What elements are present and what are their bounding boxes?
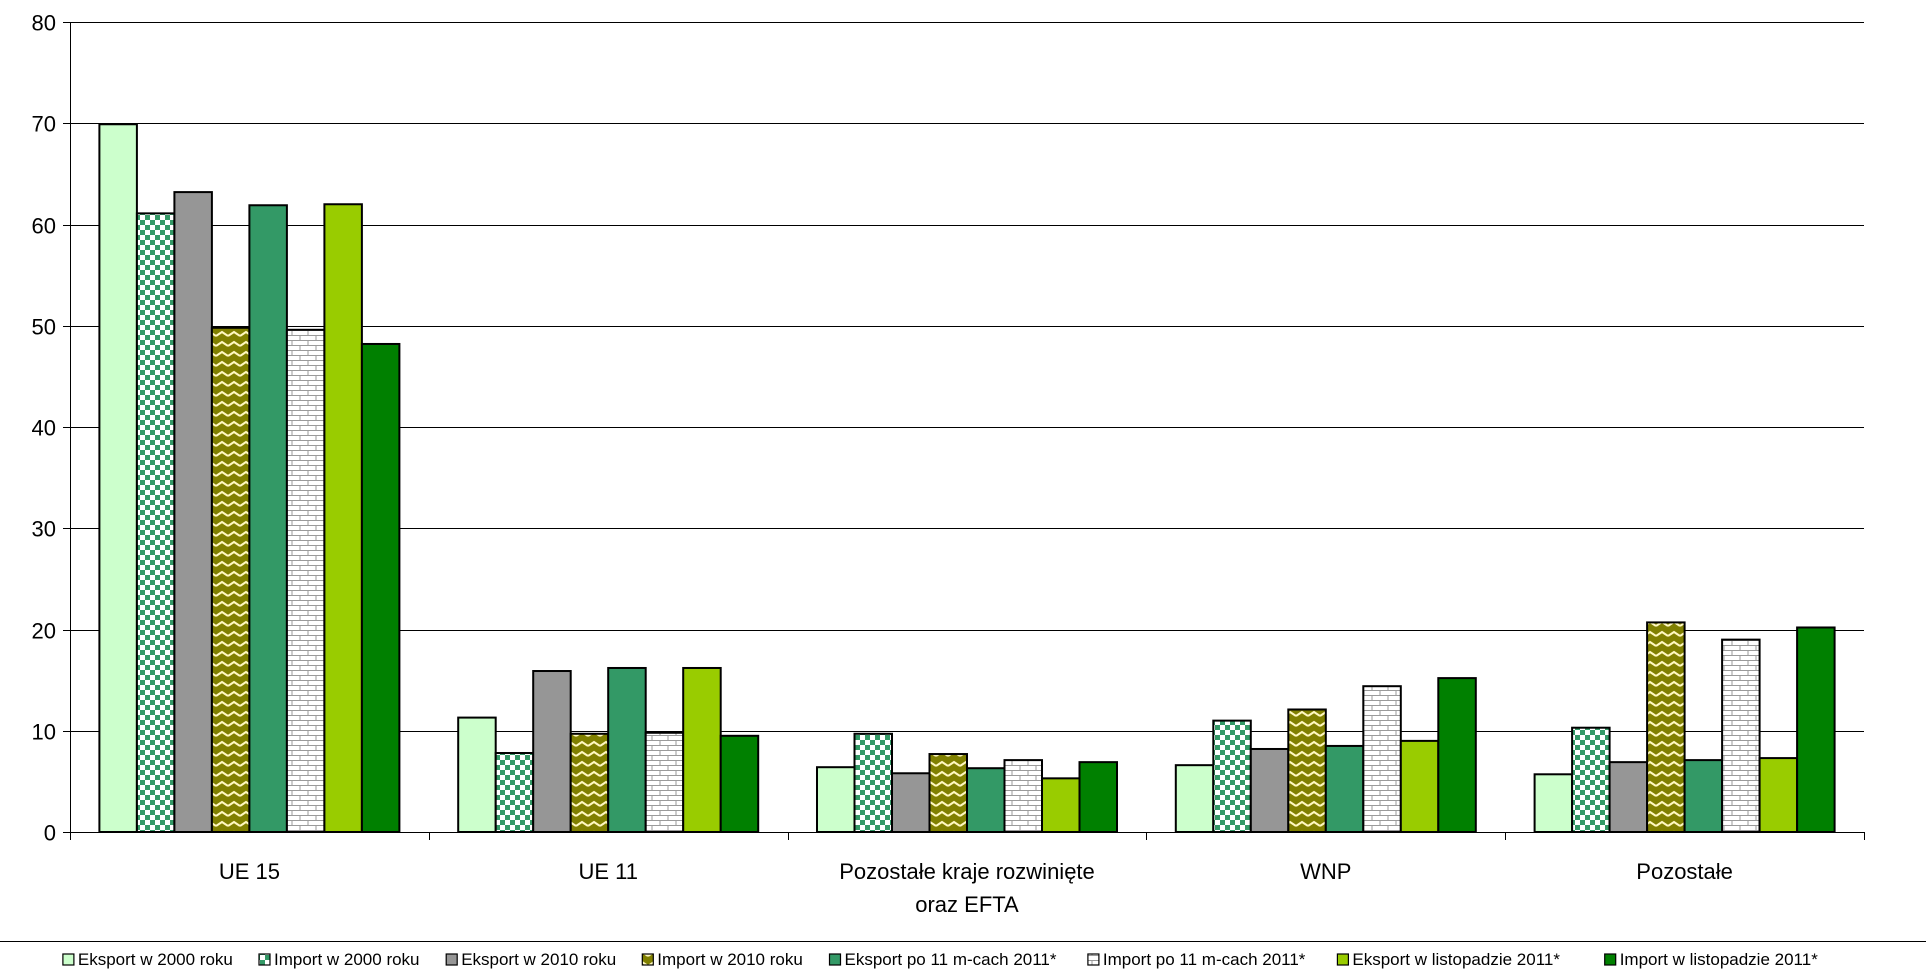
bar [569, 732, 610, 833]
legend-swatch [641, 953, 654, 966]
bar [285, 328, 326, 833]
legend-swatch [445, 953, 458, 966]
bar [532, 670, 572, 834]
legend-label: Import po 11 m-cach 2011* [1103, 950, 1306, 969]
y-tick-label: 60 [32, 214, 56, 239]
legend-label: Eksport po 11 m-cach 2011* [845, 950, 1057, 969]
bar [1041, 777, 1081, 834]
bars [98, 123, 1836, 834]
bar [98, 123, 138, 833]
bar [1249, 747, 1290, 833]
y-tick-label: 30 [32, 517, 56, 542]
bar [1796, 626, 1836, 833]
bar [1212, 719, 1252, 834]
bar [360, 342, 401, 833]
bar [323, 203, 363, 833]
bar [719, 734, 760, 833]
bar [1078, 761, 1118, 834]
bar [1324, 744, 1365, 833]
bar [891, 772, 931, 834]
legend-swatch [1087, 953, 1100, 966]
legend-swatch [1604, 953, 1617, 966]
bar [1437, 677, 1477, 833]
bar [1533, 773, 1574, 833]
category-label: Pozostałe kraje rozwinięte [839, 859, 1095, 884]
legend: Eksport w 2000 roku Import w 2000 roku Eks… [0, 941, 1926, 969]
legend-item: Import w 2010 roku [641, 950, 803, 969]
legend-item: Eksport w 2000 roku [62, 950, 233, 969]
y-tick-label: 0 [44, 821, 56, 846]
bar [1758, 757, 1799, 834]
legend-label: Import w 2000 roku [274, 950, 420, 969]
bar [682, 666, 722, 833]
bar [173, 191, 213, 834]
bar [1608, 761, 1649, 834]
bar [1721, 638, 1761, 834]
bar [816, 766, 856, 834]
bar [607, 666, 647, 833]
legend-item: Eksport po 11 m-cach 2011* [828, 950, 1057, 969]
y-tick-label: 50 [32, 315, 56, 340]
legend-label: Import w listopadzie 2011* [1620, 950, 1819, 969]
category-label: Pozostałe [1636, 859, 1733, 884]
legend-item: Import w listopadzie 2011* [1604, 950, 1819, 969]
y-tick-label: 20 [32, 619, 56, 644]
legend-swatch [1336, 953, 1350, 966]
legend-item: Import po 11 m-cach 2011* [1087, 950, 1306, 969]
y-tick-label: 70 [32, 112, 56, 137]
y-tick-label: 80 [32, 11, 56, 36]
bar [1003, 759, 1043, 833]
bar [248, 204, 288, 833]
category-label: UE 15 [219, 859, 280, 884]
legend-label: Import w 2010 roku [657, 950, 803, 969]
bar [1174, 764, 1215, 833]
legend-item: Eksport w listopadzie 2011* [1336, 950, 1560, 969]
legend-swatch [258, 953, 271, 966]
bar [966, 767, 1006, 834]
bar [1362, 685, 1402, 834]
category-label: UE 11 [578, 859, 638, 884]
legend-swatch [828, 953, 842, 966]
bar [853, 732, 893, 833]
category-label: WNP [1300, 859, 1351, 884]
bar [1399, 739, 1440, 834]
bar [494, 752, 535, 834]
bar [644, 731, 685, 834]
y-tick-label: 40 [32, 416, 56, 441]
legend-swatch [62, 953, 75, 966]
y-tick-label: 10 [32, 720, 56, 745]
legend-label: Eksport w 2010 roku [461, 950, 616, 969]
bar [928, 753, 968, 833]
legend-item: Import w 2000 roku [258, 950, 420, 969]
bar [1683, 759, 1724, 833]
bar [1287, 708, 1327, 833]
category-label: oraz EFTA [915, 892, 1019, 917]
bar [1571, 726, 1611, 834]
bar [1646, 621, 1686, 833]
legend-item: Eksport w 2010 roku [445, 950, 616, 969]
legend-label: Eksport w 2000 roku [78, 950, 233, 969]
bar [210, 326, 251, 833]
bar [135, 212, 176, 834]
bar [457, 716, 497, 834]
axis-labels: 0 10 20 30 40 50 60 70 80 UE 15 UE 11 Pozostałe kra… [32, 11, 1733, 918]
legend-label: Eksport w listopadzie 2011* [1352, 950, 1560, 969]
